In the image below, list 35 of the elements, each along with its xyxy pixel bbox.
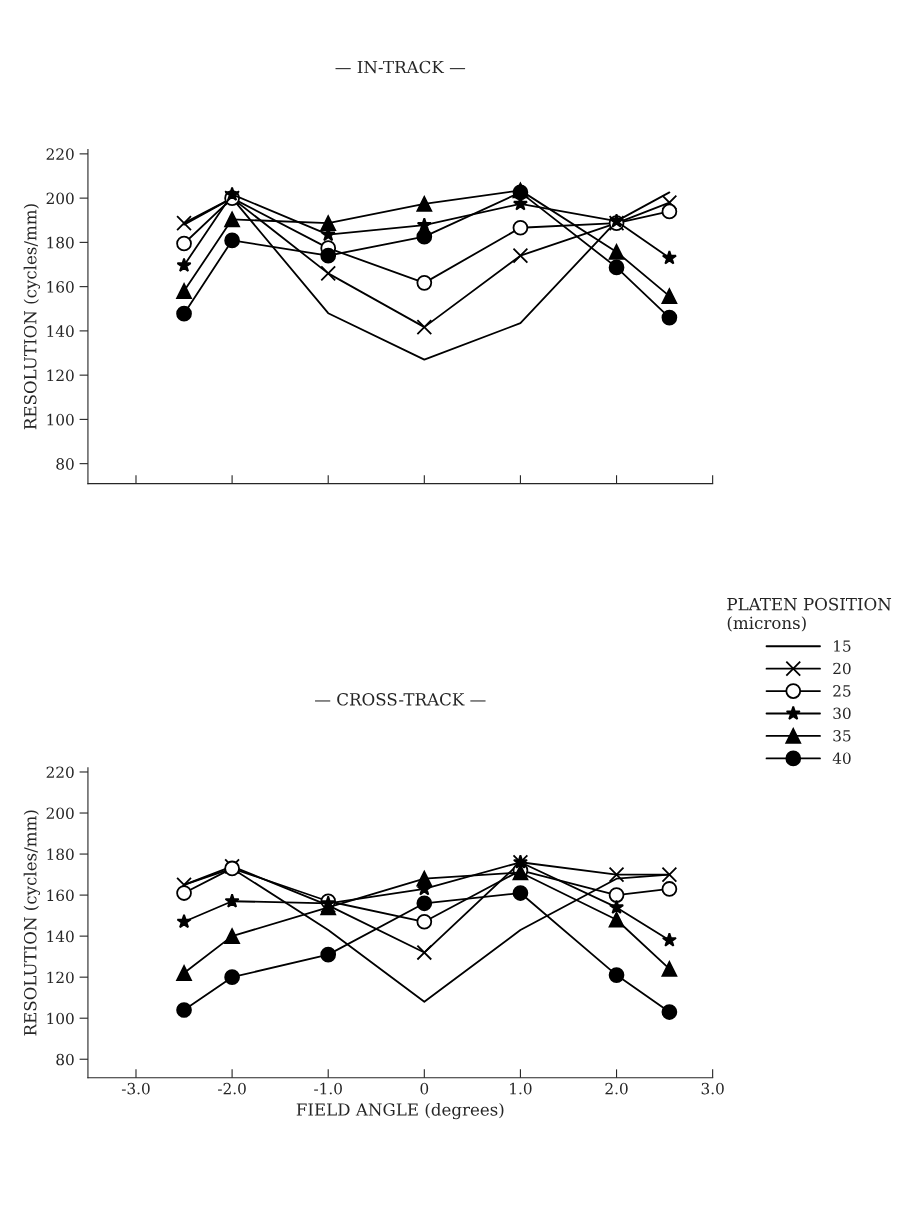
legend-label: 20 [833,662,851,675]
chart-title: — CROSS-TRACK — [315,693,486,706]
y-tick-label: 140 [47,325,74,337]
y-tick-label: 80 [56,458,74,470]
x-tick-label: 0 [420,1082,429,1095]
chart-title: — IN-TRACK — [335,60,466,74]
x-axis-title: FIELD ANGLE (degrees) [296,1102,504,1120]
y-tick-label: 200 [46,807,74,820]
x-tick-label: 2.0 [605,1082,628,1095]
y-tick-label: 100 [47,413,74,426]
y-tick-label: 100 [47,1012,74,1025]
legend-label: 15 [834,640,851,652]
legend-title: PLATEN POSITION (microns) [727,597,892,632]
y-tick-label: 220 [46,148,74,160]
legend-label: 25 [833,685,851,697]
y-tick-label: 140 [47,930,74,943]
y-tick-label: 80 [56,1053,74,1066]
y-tick-label: 160 [47,281,74,293]
x-tick-label: 3.0 [701,1082,724,1095]
x-tick-label: 1.0 [510,1082,532,1095]
y-tick-label: 200 [46,192,74,205]
y-tick-label: 120 [47,369,74,382]
x-tick-label: -1.0 [314,1082,342,1095]
x-tick-label: -2.0 [218,1082,246,1095]
legend-label: 35 [833,729,851,742]
legend-label: 40 [832,752,851,764]
legend-label: 30 [833,707,851,720]
y-axis-title: RESOLUTION (cycles/mm) [23,810,41,1036]
y-tick-label: 220 [46,766,74,779]
y-tick-label: 180 [47,236,74,249]
x-tick-label: -3.0 [121,1082,150,1095]
y-tick-label: 180 [47,848,74,861]
y-axis-title: RESOLUTION (cycles/mm) [23,204,41,430]
y-tick-label: 160 [47,889,74,902]
y-tick-label: 120 [47,971,74,984]
